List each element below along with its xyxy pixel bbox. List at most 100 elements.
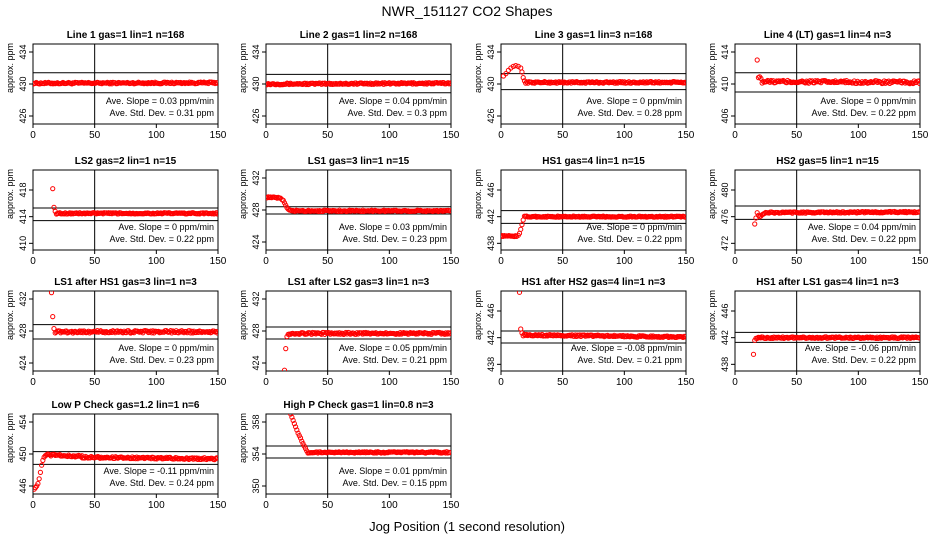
slope-annotation: Ave. Slope = 0.04 ppm/min [339,96,447,106]
panel-title: Line 3 gas=1 lin=3 n=168 [535,30,653,41]
data-point [215,455,218,461]
x-tick-label: 150 [443,500,460,511]
y-tick-label: 476 [720,209,730,224]
x-tick-label: 50 [557,130,569,141]
data-point [519,222,525,228]
data-point [750,351,757,357]
x-tick-label: 100 [381,256,398,267]
y-tick-label: 428 [18,323,28,338]
panel: Line 4 (LT) gas=1 lin=4 n=3 0 50 100 150 406 4… [707,30,929,141]
std-dev-annotation: Ave. Std. Dev. = 0.28 ppm [578,108,682,118]
y-tick-label: 432 [251,291,261,306]
data-point [682,214,686,220]
std-dev-annotation: Ave. Std. Dev. = 0.21 ppm [578,355,682,365]
data-point [164,454,170,460]
data-point [447,450,451,456]
y-tick-label: 434 [486,44,496,59]
panel: HS1 gas=4 lin=1 n=15 0 50 100 150 438 442 446ap… [473,156,695,267]
data-point [754,210,760,216]
data-point [281,367,288,371]
x-tick-label: 100 [148,377,165,388]
data-point [437,330,443,336]
data-point [446,331,451,337]
data-point [556,79,562,85]
y-axis-label: approx. ppm [473,169,483,219]
data-point [516,291,523,295]
data-point [650,333,656,339]
slope-annotation: Ave. Slope = -0.06 ppm/min [805,343,916,353]
panel-title: HS2 gas=5 lin=1 n=15 [776,156,879,167]
plot-area [33,170,218,250]
x-tick-label: 50 [89,130,101,141]
plot-frame [500,169,687,251]
data-point [446,81,451,87]
x-tick-label: 50 [322,377,334,388]
data-point [752,221,758,227]
data-point [41,454,47,460]
plot-area [33,44,218,124]
panel-title: LS1 after LS2 gas=3 lin=1 n=3 [288,277,430,288]
data-point [283,346,289,352]
data-point [682,334,686,340]
panel-title: Line 1 gas=1 lin=1 n=168 [67,30,185,41]
x-tick-label: 150 [443,256,460,267]
data-point [212,210,218,217]
y-axis-label: approx. ppm [5,43,15,93]
data-point [182,80,188,87]
data-point [513,63,519,69]
std-dev-annotation: Ave. Std. Dev. = 0.24 ppm [110,478,214,488]
x-tick-label: 150 [210,377,227,388]
y-tick-label: 358 [251,414,261,429]
data-point [212,80,218,87]
std-dev-annotation: Ave. Std. Dev. = 0.22 ppm [812,108,916,118]
data-point [510,63,516,70]
data-point [890,334,896,340]
x-tick-label: 0 [263,256,269,267]
plot-area [266,170,451,250]
plot-area [501,291,686,371]
x-tick-label: 50 [322,500,334,511]
y-axis-label: approx. ppm [238,169,248,219]
panel-title: HS1 gas=4 lin=1 n=15 [542,156,645,167]
plot-area [266,44,451,124]
panel-title: Low P Check gas=1.2 lin=1 n=6 [52,400,200,411]
y-axis-label: approx. ppm [707,290,717,340]
x-tick-label: 100 [616,377,633,388]
data-point [680,334,686,341]
slope-annotation: Ave. Slope = 0.01 ppm/min [339,466,447,476]
plot-area [33,414,218,494]
y-tick-label: 434 [18,44,28,59]
plot-area [735,170,920,250]
data-point [35,481,41,487]
slope-annotation: Ave. Slope = 0.05 ppm/min [339,343,447,353]
y-tick-label: 426 [251,108,261,123]
x-tick-label: 100 [148,500,165,511]
panel-title: HS1 after LS1 gas=4 lin=1 n=3 [756,277,899,288]
y-tick-label: 450 [18,446,28,461]
data-point [214,211,218,217]
y-tick-label: 438 [720,357,730,372]
y-axis-label: approx. ppm [473,290,483,340]
x-tick-label: 100 [381,377,398,388]
data-point [286,207,293,213]
data-point [50,186,56,192]
panel: Low P Check gas=1.2 lin=1 n=6 0 50 100 150 44… [5,400,227,511]
data-point [408,80,415,86]
data-point [290,417,296,423]
y-tick-label: 446 [486,303,496,318]
x-tick-label: 150 [443,130,460,141]
plot-frame [734,290,921,372]
data-point [642,80,649,86]
x-tick-label: 50 [89,256,101,267]
panel: LS2 gas=2 lin=1 n=15 0 50 100 150 410 414 418ap… [5,156,227,267]
y-tick-label: 430 [486,76,496,91]
panel-title: LS2 gas=2 lin=1 n=15 [75,156,177,167]
y-tick-label: 424 [251,355,261,370]
x-tick-label: 0 [263,130,269,141]
panel: Line 2 gas=1 lin=2 n=168 0 50 100 150 426 430 4… [238,30,460,141]
y-axis-label: approx. ppm [238,290,248,340]
data-point [447,80,451,86]
data-point [445,80,451,86]
data-point [297,435,304,441]
